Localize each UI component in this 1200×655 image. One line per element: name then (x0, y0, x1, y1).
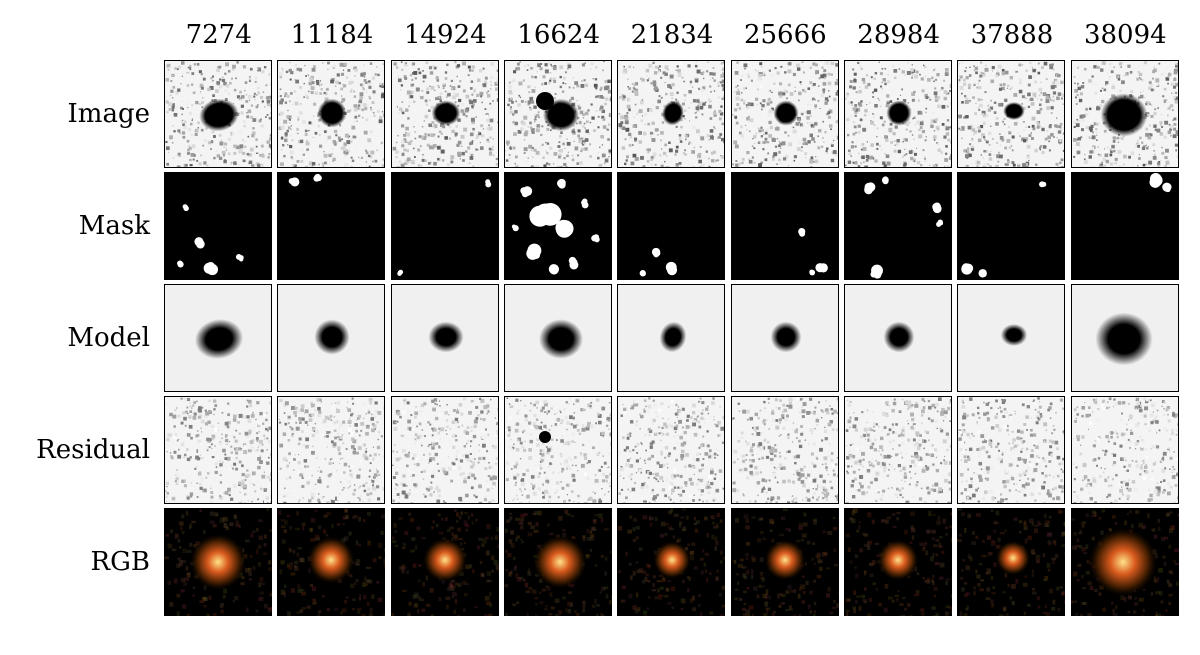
cell-image-38094 (1071, 60, 1179, 168)
cell-mask-14924 (391, 172, 499, 280)
cell-residual-28984 (844, 396, 952, 504)
cell-model-11184 (277, 284, 385, 392)
cell-image-11184 (277, 60, 385, 168)
cell-rgb-7274 (164, 508, 272, 616)
cell-rgb-11184 (277, 508, 385, 616)
column-header: 37888 (957, 20, 1066, 56)
cell-image-28984 (844, 60, 952, 168)
cell-model-7274 (164, 284, 272, 392)
cell-mask-25666 (731, 172, 839, 280)
cell-image-25666 (731, 60, 839, 168)
corner-spacer (20, 20, 160, 56)
cell-residual-11184 (277, 396, 385, 504)
cell-image-7274 (164, 60, 272, 168)
cell-residual-38094 (1071, 396, 1179, 504)
row-label-model: Model (20, 284, 160, 392)
cell-residual-16624 (504, 396, 612, 504)
column-header: 14924 (391, 20, 500, 56)
cell-rgb-16624 (504, 508, 612, 616)
column-header: 11184 (277, 20, 386, 56)
cell-residual-21834 (617, 396, 725, 504)
cell-rgb-25666 (731, 508, 839, 616)
row-label-rgb: RGB (20, 508, 160, 616)
cell-mask-37888 (957, 172, 1065, 280)
galaxy-cutout-grid: 7274111841492416624218342566628984378883… (20, 20, 1180, 616)
cell-model-37888 (957, 284, 1065, 392)
cell-residual-25666 (731, 396, 839, 504)
row-label-image: Image (20, 60, 160, 168)
column-header: 38094 (1071, 20, 1180, 56)
cell-mask-11184 (277, 172, 385, 280)
cell-model-21834 (617, 284, 725, 392)
column-header: 16624 (504, 20, 613, 56)
cell-rgb-21834 (617, 508, 725, 616)
cell-rgb-14924 (391, 508, 499, 616)
cell-image-16624 (504, 60, 612, 168)
cell-model-38094 (1071, 284, 1179, 392)
cell-residual-37888 (957, 396, 1065, 504)
column-header: 25666 (731, 20, 840, 56)
cell-rgb-28984 (844, 508, 952, 616)
cell-rgb-37888 (957, 508, 1065, 616)
cell-image-14924 (391, 60, 499, 168)
cell-image-21834 (617, 60, 725, 168)
cell-residual-7274 (164, 396, 272, 504)
cell-rgb-38094 (1071, 508, 1179, 616)
cell-mask-38094 (1071, 172, 1179, 280)
cell-model-14924 (391, 284, 499, 392)
cell-mask-28984 (844, 172, 952, 280)
row-label-mask: Mask (20, 172, 160, 280)
cell-mask-21834 (617, 172, 725, 280)
cell-model-16624 (504, 284, 612, 392)
cell-mask-16624 (504, 172, 612, 280)
column-header: 21834 (617, 20, 726, 56)
row-label-residual: Residual (20, 396, 160, 504)
cell-model-28984 (844, 284, 952, 392)
cell-image-37888 (957, 60, 1065, 168)
cell-mask-7274 (164, 172, 272, 280)
column-header: 28984 (844, 20, 953, 56)
column-header: 7274 (164, 20, 273, 56)
cell-residual-14924 (391, 396, 499, 504)
cell-model-25666 (731, 284, 839, 392)
